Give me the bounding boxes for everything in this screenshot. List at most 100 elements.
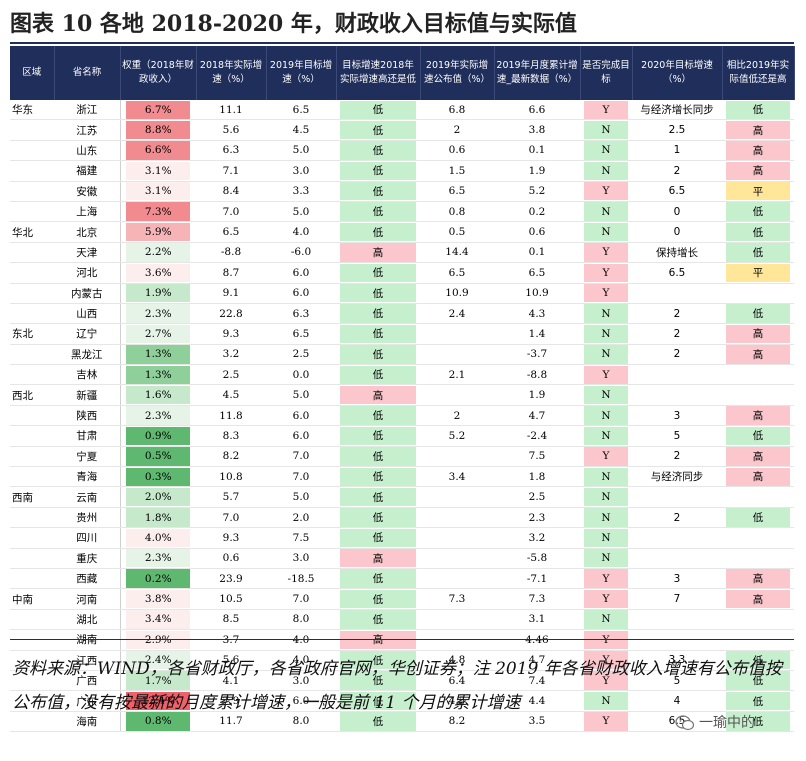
cell-province: 辽宁 (54, 323, 121, 345)
cell-2019-monthly: 5.2 (494, 181, 580, 202)
cell-province: 内蒙古 (54, 283, 121, 304)
cell-2019-monthly: 3.5 (494, 711, 580, 733)
cell-2019-target: 0.0 (266, 364, 336, 386)
cell-region (10, 527, 54, 549)
cell-province: 青海 (54, 466, 121, 488)
cell-2018-actual: 0.6 (196, 548, 266, 569)
cell-weight: 3.4% (120, 609, 196, 631)
cell-region (10, 507, 54, 529)
cell-target-met: N (580, 119, 632, 141)
cell-2018-actual: 6.3 (196, 140, 266, 162)
cell-2019-published (420, 568, 494, 590)
cell-vs-2019: 高 (722, 466, 794, 488)
cell-target-met: N (580, 221, 632, 243)
cell-target-met: N (580, 690, 632, 712)
cell-target-met: N (580, 486, 632, 508)
table-row: 安徽 3.1% 8.4 3.3 低 6.5 5.2 Y 6.5 平 (10, 181, 794, 202)
cell-weight: 1.3% (120, 364, 196, 386)
cell-2019-published: 2 (420, 119, 494, 141)
cell-province: 甘肃 (54, 425, 121, 447)
cell-vs-2019: 平 (722, 181, 794, 202)
cell-weight: 2.4% (120, 650, 196, 671)
table-row: 广西 1.7% 4.1 3.0 低 6.4 7.4 Y 5 低 (10, 670, 794, 692)
cell-target-met: Y (580, 446, 632, 468)
cell-target-vs-2018: 低 (336, 588, 420, 610)
cell-2019-target: 7.0 (266, 466, 336, 488)
header-weight: 权重（2018年财政收入） (120, 46, 197, 100)
cell-2019-target: 6.5 (266, 323, 336, 345)
cell-target-met: N (580, 609, 632, 631)
cell-2019-monthly: 2.5 (494, 486, 580, 508)
cell-2019-published (420, 507, 494, 529)
cell-province: 新疆 (54, 384, 121, 406)
table-row: 重庆 2.3% 0.6 3.0 高 -5.8 N (10, 548, 794, 569)
cell-2018-actual: 5.7 (196, 486, 266, 508)
cell-vs-2019: 低 (722, 425, 794, 447)
cell-2019-published: 1.5 (420, 160, 494, 182)
cell-vs-2019: 高 (722, 160, 794, 182)
cell-weight: 1.7% (120, 670, 196, 692)
cell-target-met: Y (580, 568, 632, 590)
cell-region (10, 466, 54, 488)
cell-province: 湖北 (54, 609, 121, 631)
cell-2019-target: 6.0 (266, 690, 336, 712)
cell-weight: 12.4% (120, 690, 196, 712)
table-row: 青海 0.3% 10.8 7.0 低 3.4 1.8 N 与经济同步高 (10, 466, 794, 488)
cell-2019-target: 5.0 (266, 486, 336, 508)
cell-2019-monthly: 7.3 (494, 588, 580, 610)
cell-province: 安徽 (54, 181, 121, 202)
cell-target-vs-2018: 低 (336, 160, 420, 182)
cell-target-vs-2018: 低 (336, 323, 420, 345)
cell-2020-target: 2 (632, 507, 722, 529)
cell-2018-actual: -8.8 (196, 242, 266, 264)
cell-target-vs-2018: 低 (336, 507, 420, 529)
cell-vs-2019: 高 (722, 140, 794, 162)
table-row: 广东 12.4% 7.9 6.0 低 4.5 4.4 N 4 低 (10, 690, 794, 712)
cell-region (10, 629, 54, 651)
cell-region (10, 670, 54, 692)
cell-2020-target: 0 (632, 201, 722, 223)
cell-target-vs-2018: 低 (336, 466, 420, 488)
cell-province: 上海 (54, 201, 121, 223)
cell-2020-target (632, 283, 722, 304)
table-row: 江苏 8.8% 5.6 4.5 低 2 3.8 N 2.5 高 (10, 119, 794, 141)
cell-2019-published: 2.4 (420, 303, 494, 325)
cell-weight: 1.3% (120, 344, 196, 366)
table-body: 华东 浙江 6.7% 11.1 6.5 低 6.8 6.6 Y 与经济增长同步低江苏 8.8% 5.6… (10, 100, 794, 733)
cell-2018-actual: 2.5 (196, 364, 266, 386)
cell-2020-target: 5 (632, 425, 722, 447)
cell-target-met: Y (580, 364, 632, 386)
cell-target-vs-2018: 低 (336, 100, 420, 121)
cell-province: 山东 (54, 140, 121, 162)
cell-vs-2019 (722, 384, 794, 406)
table-row: 黑龙江 1.3% 3.2 2.5 低 -3.7 N 2 高 (10, 344, 794, 366)
cell-2019-target: 5.0 (266, 140, 336, 162)
header-region: 区域 (10, 46, 55, 100)
cell-2020-target: 2 (632, 446, 722, 468)
table-row: 西南 云南 2.0% 5.7 5.0 低 2.5 N (10, 486, 794, 508)
table-row: 湖北 3.4% 8.5 8.0 低 3.1 N (10, 609, 794, 631)
cell-2019-published (420, 548, 494, 569)
cell-2018-actual: 11.1 (196, 100, 266, 121)
cell-region (10, 711, 54, 733)
cell-region (10, 446, 54, 468)
cell-vs-2019: 高 (722, 588, 794, 610)
cell-province: 宁夏 (54, 446, 121, 468)
cell-weight: 0.9% (120, 425, 196, 447)
cell-2019-monthly: 0.6 (494, 221, 580, 243)
cell-weight: 2.2% (120, 242, 196, 264)
cell-2018-actual: 7.1 (196, 160, 266, 182)
cell-target-vs-2018: 低 (336, 609, 420, 631)
cell-vs-2019 (722, 527, 794, 549)
cell-vs-2019: 低 (722, 201, 794, 223)
cell-2018-actual: 11.8 (196, 405, 266, 427)
cell-weight: 2.7% (120, 323, 196, 345)
cell-target-vs-2018: 低 (336, 119, 420, 141)
table-row: 西北 新疆 1.6% 4.5 5.0 高 1.9 N (10, 384, 794, 406)
cell-weight: 8.8% (120, 119, 196, 141)
table-row: 甘肃 0.9% 8.3 6.0 低 5.2 -2.4 N 5 低 (10, 425, 794, 447)
cell-2019-published: 7.3 (420, 588, 494, 610)
cell-target-met: N (580, 140, 632, 162)
cell-2019-monthly: -7.1 (494, 568, 580, 590)
cell-vs-2019: 低 (722, 711, 794, 733)
